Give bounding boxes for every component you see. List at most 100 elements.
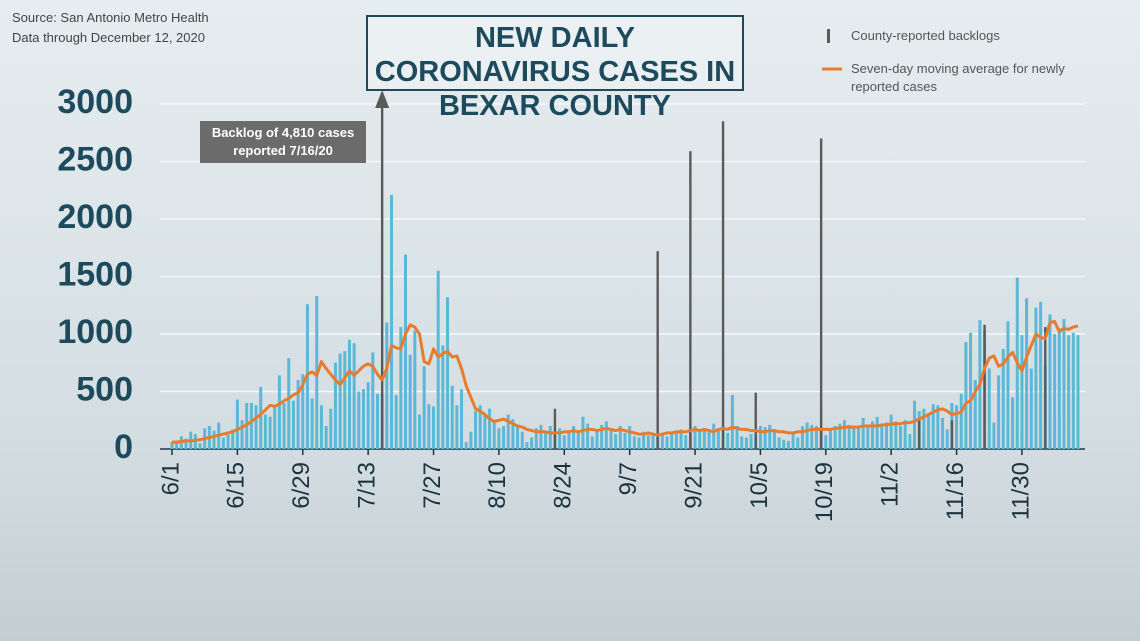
bar: [889, 414, 893, 449]
bar: [268, 416, 272, 449]
x-tick-label: 6/29: [288, 462, 315, 509]
bar: [656, 251, 659, 449]
x-tick-label: 10/19: [811, 462, 838, 522]
bar: [782, 439, 786, 449]
bar: [1048, 314, 1052, 449]
bar: [805, 422, 809, 449]
bar: [249, 403, 253, 449]
bar: [674, 432, 678, 449]
bar: [352, 343, 356, 449]
chart-title: NEW DAILY CORONAVIRUS CASES IN BEXAR COU…: [366, 15, 744, 122]
bar: [1044, 327, 1047, 449]
bar: [296, 380, 300, 449]
bar: [231, 429, 235, 449]
bar: [595, 431, 599, 449]
bar: [184, 438, 188, 449]
bar: [726, 432, 730, 449]
bar: [404, 254, 407, 449]
annotation: Backlog of 4,810 cases reported 7/16/20: [200, 121, 366, 163]
bar: [758, 426, 762, 449]
bar: [310, 398, 314, 449]
bar: [460, 389, 464, 449]
bar: [908, 434, 912, 449]
bar: [273, 407, 277, 449]
bar: [927, 414, 931, 449]
bar: [576, 430, 580, 449]
bar: [754, 392, 757, 449]
bar: [170, 442, 174, 449]
bar: [1011, 397, 1015, 449]
bar: [259, 386, 263, 449]
bar: [221, 437, 225, 449]
bar: [875, 416, 879, 449]
bar: [847, 424, 851, 449]
bar: [432, 406, 436, 449]
bar: [609, 428, 613, 449]
x-tick-label: 6/15: [223, 462, 250, 509]
bar: [506, 414, 510, 449]
bar: [936, 405, 940, 449]
bar: [950, 420, 954, 449]
y-tick-label: 1500: [57, 255, 133, 293]
bar: [590, 436, 594, 449]
bar: [553, 408, 557, 449]
bar: [539, 424, 543, 449]
bar: [455, 405, 459, 449]
bar: [1039, 301, 1043, 449]
x-tick-label: 6/1: [157, 462, 184, 495]
bar: [394, 394, 398, 449]
bar: [842, 420, 846, 449]
bar: [478, 405, 482, 449]
bar: [235, 399, 239, 449]
bar: [586, 423, 590, 449]
bar: [1062, 319, 1066, 449]
bar: [637, 437, 641, 449]
x-tick-label: 11/2: [877, 462, 904, 507]
bar: [427, 404, 431, 449]
bar: [945, 429, 949, 449]
bar: [828, 428, 832, 449]
bar: [721, 121, 725, 449]
bar: [856, 427, 860, 449]
bar: [380, 96, 384, 449]
bar: [660, 435, 664, 449]
bar: [436, 270, 440, 449]
bar: [604, 421, 608, 449]
bar: [632, 436, 636, 449]
bar: [399, 327, 403, 449]
bar: [511, 419, 515, 449]
bar: [1025, 298, 1029, 449]
bar: [343, 351, 347, 449]
bar: [866, 424, 870, 449]
bar: [959, 393, 963, 449]
bar: [441, 345, 445, 449]
bar: [375, 393, 379, 449]
bar: [665, 436, 669, 449]
bar: [913, 400, 917, 449]
bar: [838, 423, 842, 449]
bar: [1053, 334, 1057, 449]
bar: [623, 432, 627, 449]
bar: [240, 420, 244, 449]
bar: [969, 332, 973, 449]
bar: [469, 431, 473, 449]
bar: [492, 420, 496, 449]
bar: [871, 421, 874, 449]
bar: [534, 428, 538, 449]
bar: [964, 342, 968, 449]
bar: [198, 443, 202, 449]
bar: [1006, 321, 1010, 449]
bar: [922, 408, 926, 449]
bar: [651, 432, 655, 449]
bar: [408, 354, 412, 449]
bar: [371, 352, 375, 449]
bar: [777, 437, 781, 449]
bar: [749, 434, 753, 449]
bar: [483, 414, 487, 449]
bar: [357, 391, 361, 449]
bar: [679, 429, 683, 449]
bar: [744, 437, 748, 449]
x-tick-label: 9/21: [680, 462, 707, 509]
